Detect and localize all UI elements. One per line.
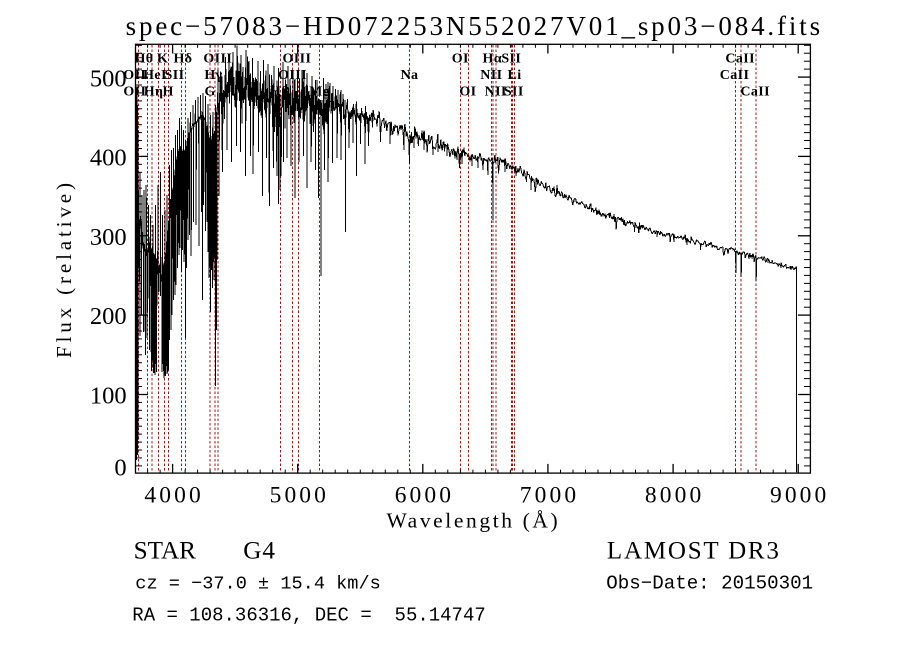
svg-text:9000: 9000 — [770, 483, 829, 509]
svg-text:Hη: Hη — [144, 85, 164, 100]
svg-text:G: G — [204, 85, 215, 100]
svg-text:100: 100 — [90, 383, 127, 410]
svg-text:STAR: STAR — [134, 538, 197, 565]
svg-text:Na: Na — [400, 68, 418, 83]
svg-text:7000: 7000 — [520, 483, 579, 509]
svg-text:CaII: CaII — [725, 51, 755, 66]
svg-text:6000: 6000 — [395, 483, 454, 509]
svg-text:Hα: Hα — [483, 51, 503, 66]
svg-text:CaII: CaII — [720, 68, 750, 83]
svg-text:200: 200 — [90, 303, 127, 330]
svg-text:H: H — [163, 85, 174, 100]
svg-text:SII: SII — [165, 68, 185, 83]
svg-text:SII: SII — [501, 51, 521, 66]
svg-text:Wavelength (Å): Wavelength (Å) — [387, 509, 561, 533]
svg-text:Hθ: Hθ — [135, 51, 154, 66]
svg-text:SII: SII — [504, 85, 524, 100]
svg-text:NII: NII — [485, 85, 507, 100]
svg-text:OII: OII — [123, 85, 146, 100]
svg-text:5000: 5000 — [270, 483, 329, 509]
svg-text:Obs−Date: 20150301: Obs−Date: 20150301 — [606, 573, 813, 595]
svg-text:CaII: CaII — [740, 85, 770, 100]
svg-text:spec−57083−HD072253N552027V01_: spec−57083−HD072253N552027V01_sp03−084.f… — [126, 11, 823, 41]
svg-text:OIII: OIII — [203, 51, 232, 66]
svg-text:G4: G4 — [243, 538, 276, 565]
svg-text:0: 0 — [114, 454, 126, 481]
svg-text:Li: Li — [507, 68, 521, 83]
svg-text:NII: NII — [480, 68, 502, 83]
svg-text:8000: 8000 — [645, 483, 704, 509]
svg-text:Hβ: Hβ — [270, 85, 289, 100]
svg-text:4000: 4000 — [144, 483, 203, 509]
svg-text:HeI: HeI — [143, 68, 167, 83]
svg-text:Hδ: Hδ — [174, 51, 193, 66]
svg-text:300: 300 — [90, 224, 127, 251]
svg-text:LAMOST DR3: LAMOST DR3 — [607, 538, 781, 565]
svg-text:K: K — [157, 51, 168, 66]
svg-text:OIII: OIII — [278, 68, 307, 83]
svg-text:cz = −37.0 ± 15.4 km/s: cz = −37.0 ± 15.4 km/s — [135, 573, 380, 594]
svg-text:Hγ: Hγ — [204, 68, 222, 83]
svg-text:RA = 108.36316, DEC = 55.1474: RA = 108.36316, DEC = 55.14747 — [132, 605, 485, 627]
svg-text:OI: OI — [459, 85, 476, 100]
svg-text:Mg: Mg — [309, 85, 330, 100]
svg-text:OIII: OIII — [282, 51, 311, 66]
svg-text:400: 400 — [90, 145, 127, 172]
svg-text:OI: OI — [452, 51, 469, 66]
svg-text:OII: OII — [123, 68, 146, 83]
svg-text:500: 500 — [90, 65, 127, 92]
svg-text:Flux (relative): Flux (relative) — [52, 179, 76, 358]
